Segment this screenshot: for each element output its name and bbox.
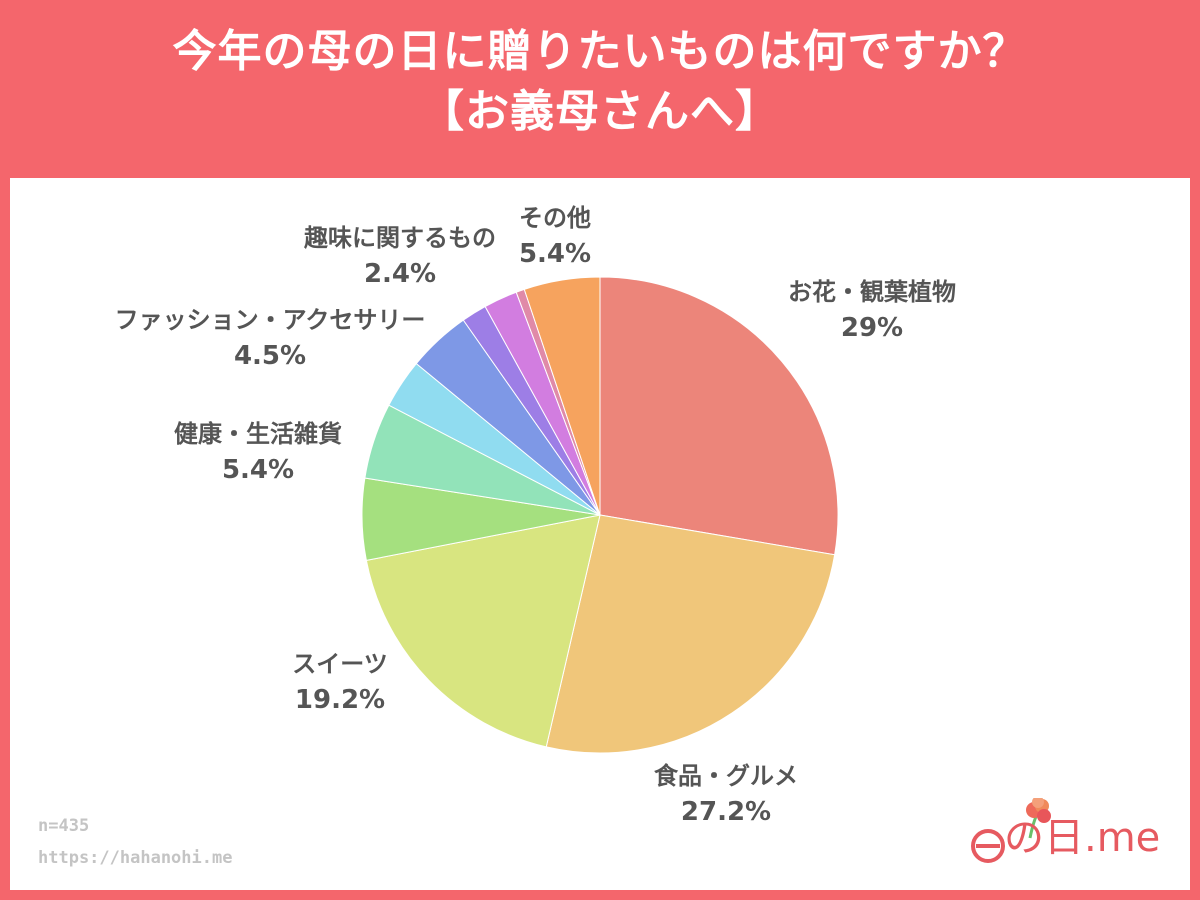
- pie-chart: [361, 276, 839, 754]
- label-hobby: 趣味に関するもの 2.4%: [304, 220, 496, 292]
- label-fashion-name: ファッション・アクセサリー: [114, 306, 426, 334]
- label-flowers: お花・観葉植物 29%: [788, 274, 956, 346]
- label-fashion-value: 4.5%: [233, 341, 307, 371]
- label-flowers-name: お花・観葉植物: [788, 278, 956, 306]
- label-flowers-value: 29%: [840, 313, 904, 343]
- carnation-icon: [971, 798, 1051, 863]
- label-sweets: スイーツ 19.2%: [292, 646, 388, 718]
- label-other-name: その他: [518, 204, 591, 232]
- chart-title: 今年の母の日に贈りたいものは何ですか？ 【お義母さんへ】: [0, 22, 1200, 142]
- label-sweets-value: 19.2%: [294, 685, 386, 715]
- logo-text: の日.me: [1004, 815, 1161, 861]
- label-other: その他 5.4%: [519, 200, 591, 272]
- label-health-value: 5.4%: [221, 455, 295, 485]
- label-sweets-name: スイーツ: [292, 650, 388, 678]
- label-other-value: 5.4%: [518, 239, 592, 269]
- pie-slice-0: [599, 276, 839, 556]
- label-hobby-name: 趣味に関するもの: [304, 224, 496, 252]
- pie-slice-2: [365, 514, 601, 748]
- hahanohi-logo: の日.me: [968, 798, 1168, 868]
- source-url: https://hahanohi.me: [38, 848, 233, 868]
- label-health: 健康・生活雑貨 5.4%: [174, 416, 342, 488]
- label-hobby-value: 2.4%: [363, 259, 437, 289]
- title-line-1: 今年の母の日に贈りたいものは何ですか？: [172, 26, 1028, 77]
- sample-size: n=435: [38, 816, 90, 836]
- label-fashion: ファッション・アクセサリー 4.5%: [115, 302, 426, 374]
- label-food-name: 食品・グルメ: [654, 762, 798, 790]
- label-food: 食品・グルメ 27.2%: [654, 758, 798, 830]
- chart-panel: お花・観葉植物 29% 食品・グルメ 27.2% スイーツ 19.2% 健康・生…: [10, 178, 1190, 890]
- pie-slice-1: [545, 514, 836, 754]
- pie-slice-10: [523, 276, 601, 516]
- title-line-2: 【お義母さんへ】: [420, 86, 780, 137]
- label-food-value: 27.2%: [680, 797, 772, 827]
- label-health-name: 健康・生活雑貨: [174, 420, 342, 448]
